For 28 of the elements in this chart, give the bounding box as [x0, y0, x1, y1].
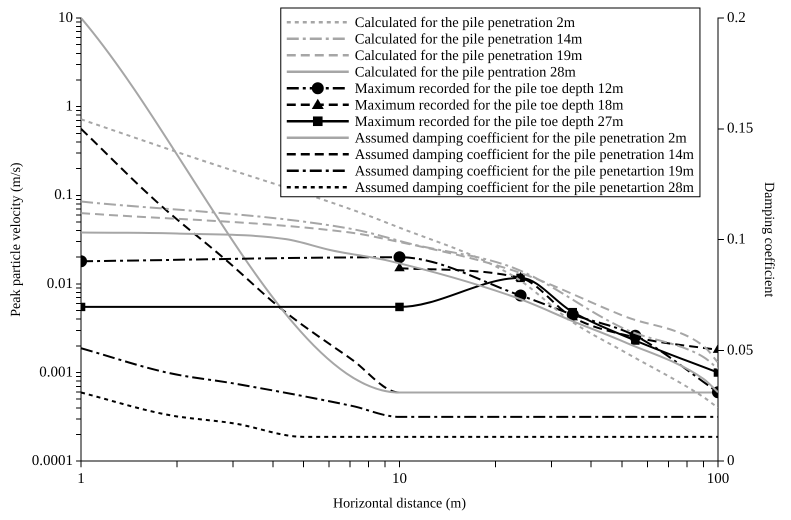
y2-tick-label: 0 — [726, 453, 734, 470]
y-tick-label: 0.1 — [54, 187, 74, 204]
y-tick-label: 1 — [66, 98, 74, 115]
y-tick-label: 10 — [58, 10, 74, 26]
legend-label: Assumed damping coefficient for the pile penetartion 19m — [354, 164, 695, 180]
x-axis-title: Horizontal distance (m) — [333, 496, 466, 512]
y-tick-label: 0.01 — [46, 276, 74, 292]
legend-label: Calculated for the pile penetration 19m — [354, 48, 583, 64]
legend-label: Assumed damping coefficient for the pile penetartion 28m — [354, 180, 695, 196]
legend-label: Assumed damping coefficient for the pile penetration 14m — [354, 147, 695, 164]
x-tick-label: 100 — [706, 471, 730, 488]
legend-label: Calculated for the pile pentration 28m — [354, 64, 577, 81]
y2-tick-label: 0.2 — [726, 10, 746, 26]
legend-label: Calculated for the pile penetration 2m — [354, 15, 576, 32]
x-tick-label: 1 — [77, 471, 85, 488]
y2-tick-label: 0.15 — [726, 120, 754, 137]
y-axis-title: Peak particle velocity (m/s) — [9, 162, 24, 317]
legend-label: Maximum recorded for the pile toe depth 12m — [354, 81, 624, 98]
legend-label: Assumed damping coefficient for the pile penetration 2m — [354, 130, 688, 147]
y2-tick-label: 0.1 — [726, 232, 746, 248]
y2-axis-title: Damping coefficient — [760, 182, 776, 298]
x-tick-label: 10 — [392, 471, 407, 488]
y2-tick-label: 0.05 — [726, 342, 754, 358]
legend-label: Maximum recorded for the pile toe depth 18m — [354, 98, 624, 114]
legend-label: Maximum recorded for the pile toe depth 27m — [354, 114, 624, 130]
y-tick-label: 0.001 — [39, 364, 74, 380]
y-tick-label: 0.0001 — [32, 453, 74, 470]
legend-label: Calculated for the pile penetration 14m — [354, 32, 583, 48]
